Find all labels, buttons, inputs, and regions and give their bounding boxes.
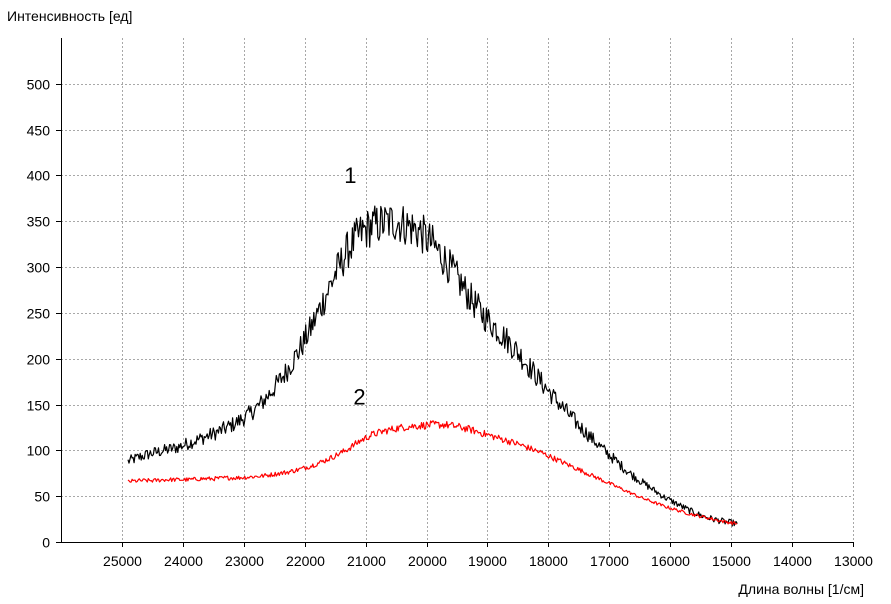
series-1-line <box>127 205 738 527</box>
y-axis-title: Интенсивность [ед] <box>7 8 132 24</box>
y-tick-label: 200 <box>27 352 51 368</box>
x-tick-label: 23000 <box>225 553 264 569</box>
x-tick-label: 15000 <box>712 553 751 569</box>
x-tick-label: 18000 <box>529 553 568 569</box>
annotations: 12 <box>344 163 365 410</box>
x-tick-label: 19000 <box>468 553 507 569</box>
x-tick-label: 20000 <box>408 553 447 569</box>
y-tick-label: 300 <box>27 260 51 276</box>
y-tick-label: 0 <box>42 535 50 551</box>
x-tick-label: 24000 <box>164 553 203 569</box>
grid <box>61 38 854 542</box>
x-tick-label: 13000 <box>834 553 873 569</box>
x-tick-label: 22000 <box>286 553 325 569</box>
y-tick-label: 350 <box>27 214 51 230</box>
tick-labels: 25000 24000 23000 22000 21000 20000 19000 18000… <box>27 77 874 570</box>
y-tick-label: 400 <box>27 168 51 184</box>
axes <box>56 38 854 547</box>
series-layer <box>127 205 738 527</box>
x-tick-label: 17000 <box>590 553 629 569</box>
curve-label-2: 2 <box>353 385 365 410</box>
y-tick-label: 250 <box>27 306 51 322</box>
x-tick-label: 16000 <box>651 553 690 569</box>
y-tick-label: 50 <box>34 489 50 505</box>
x-tick-label: 14000 <box>773 553 812 569</box>
x-tick-label: 25000 <box>103 553 142 569</box>
series-2-line <box>127 420 738 526</box>
y-tick-label: 450 <box>27 123 51 139</box>
x-axis-title: Длина волны [1/см] <box>738 581 864 597</box>
y-tick-label: 100 <box>27 443 51 459</box>
y-tick-label: 150 <box>27 398 51 414</box>
y-tick-label: 500 <box>27 77 51 93</box>
x-tick-label: 21000 <box>347 553 386 569</box>
curve-label-1: 1 <box>344 163 356 188</box>
